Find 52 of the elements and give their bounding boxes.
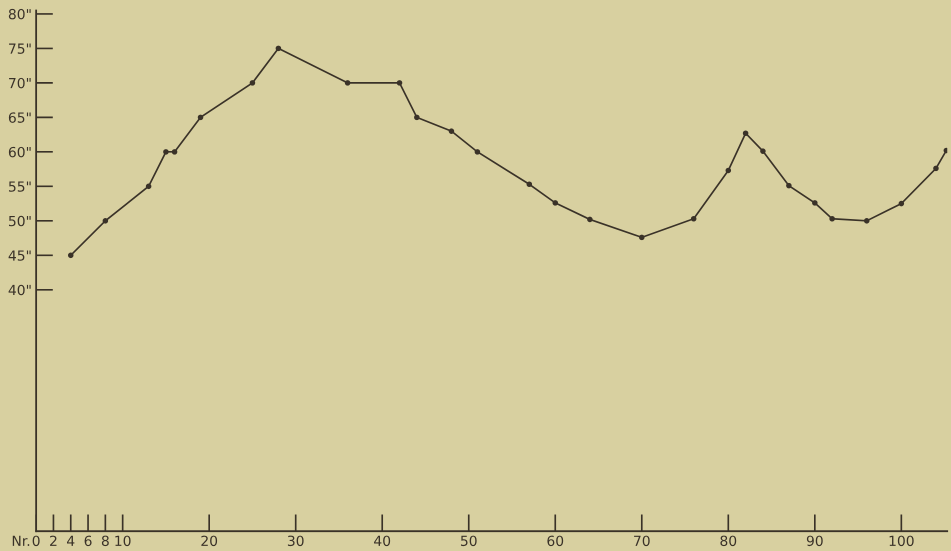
point: [250, 80, 256, 86]
point: [742, 130, 748, 136]
x-tick-label: 40: [374, 536, 390, 546]
point: [146, 184, 152, 190]
x-tick-label: 8: [102, 536, 109, 546]
y-tick-label: 75": [9, 44, 31, 54]
point: [690, 216, 696, 222]
x-tick-label: 20: [201, 536, 218, 546]
point: [864, 218, 870, 224]
x-tick-label: 60: [547, 536, 564, 546]
x-tick-label: 30: [288, 536, 304, 546]
point: [414, 114, 420, 120]
point: [786, 182, 792, 188]
point: [639, 234, 645, 240]
point: [933, 166, 939, 172]
point: [898, 200, 904, 206]
y-tick-label: 70": [9, 78, 31, 88]
point: [396, 80, 402, 86]
point: [726, 168, 732, 174]
point: [448, 128, 454, 134]
x-tick-label: 2: [50, 536, 56, 546]
x-tick-label: 50: [460, 536, 477, 546]
x-tick-label: 90: [806, 536, 823, 546]
point: [760, 148, 766, 154]
y-tick-label: 55": [8, 181, 31, 192]
point: [102, 218, 108, 224]
point: [474, 149, 480, 155]
y-tick-label: 50": [8, 216, 31, 226]
point: [526, 181, 532, 188]
point: [68, 252, 74, 258]
x-tick-label: 4: [67, 536, 74, 546]
point: [276, 46, 282, 52]
point: [829, 216, 835, 222]
x-tick-label: 10: [115, 536, 131, 546]
x-tick-label: 0: [32, 536, 40, 546]
x-tick-label: 100: [890, 536, 914, 546]
y-tick-label: 80": [8, 8, 31, 20]
y-tick-label: 60": [8, 146, 31, 158]
point: [812, 200, 818, 206]
point: [552, 200, 558, 206]
point: [344, 80, 350, 86]
y-tick-label: 65": [8, 112, 31, 123]
point: [172, 149, 178, 155]
x-tick-label: 6: [84, 536, 92, 546]
point: [163, 149, 169, 155]
x-axis-title: Nr.: [12, 536, 30, 546]
x-tick-label: 70: [634, 536, 650, 546]
y-tick-label: 45": [8, 250, 31, 261]
y-tick-label: 40": [8, 284, 31, 296]
point: [587, 216, 593, 222]
point: [198, 114, 204, 120]
x-tick-label: 80: [720, 536, 736, 546]
